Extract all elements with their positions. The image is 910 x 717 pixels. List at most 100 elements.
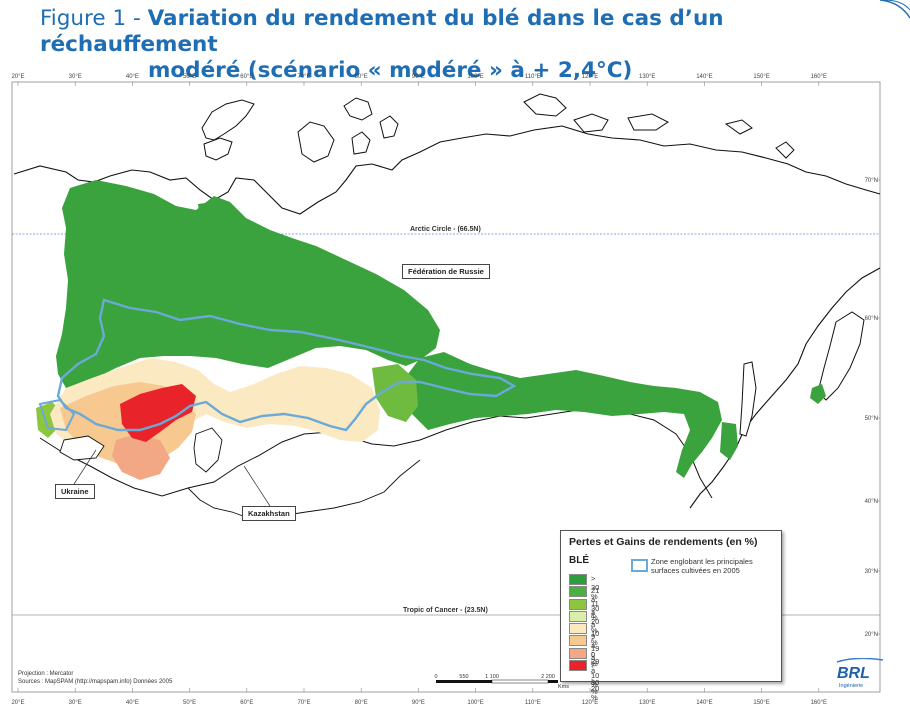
north-coastline: [13, 125, 881, 215]
longitude-tick-label: 20°E: [11, 700, 24, 706]
legend-swatch: [569, 647, 587, 659]
longitude-tick-label: 160°E: [811, 700, 827, 706]
scale-bar: 0 550 1 100 2 200 Kms: [434, 674, 569, 690]
longitude-tick-label: 50°E: [183, 700, 196, 706]
longitude-tick-label: 110°E: [525, 700, 541, 706]
longitude-tick-label: 30°E: [69, 700, 82, 706]
arctic-circle-label: Arctic Circle - (66.5N): [410, 226, 481, 233]
ukraine-label: Ukraine: [55, 484, 95, 499]
legend-swatch: [569, 586, 587, 598]
gain-zone-far-east: [720, 422, 738, 460]
scale-tick-1100: 1 100: [485, 674, 499, 680]
longitude-tick-label: 110°E: [525, 74, 541, 80]
legend-label: 21 à 30 %: [591, 586, 600, 623]
loss-zone-20-29: [112, 434, 170, 480]
kazakhstan-leader: [243, 465, 271, 507]
legend-swatch: [569, 635, 587, 647]
gain-zone-kamchatka: [810, 384, 826, 404]
longitude-tick-label: 130°E: [639, 74, 655, 80]
figure-title-line1: Variation du rendement du blé dans le ca…: [40, 6, 724, 57]
longitude-tick-label: 80°E: [355, 74, 368, 80]
longitude-ticks-bottom: 20°E 30°E 40°E 50°E 60°E 70°E 80°E 90°E 100°E 110…: [11, 688, 827, 706]
legend-swatch: [569, 610, 587, 622]
longitude-tick-label: 130°E: [639, 700, 655, 706]
latitude-tick-label: 20°N: [865, 632, 878, 638]
ukraine-leader: [73, 449, 97, 485]
longitude-tick-label: 100°E: [467, 74, 483, 80]
legend-swatch: [569, 574, 587, 585]
latitude-tick-label: 50°N: [865, 416, 878, 422]
legend-swatch: [569, 598, 587, 610]
latitude-ticks-right: 70°N 60°N 50°N 40°N 30°N 20°N: [865, 178, 880, 638]
legend-label: - 29 à - 20 %: [591, 647, 600, 702]
legend-title: Pertes et Gains de rendements (en %): [569, 536, 758, 548]
brl-logo: BRL Ingénierie: [836, 658, 884, 689]
legend-label: - 9 à 0 %: [591, 623, 598, 669]
legend-zone-label: Zone englobant les principales surfaces …: [651, 557, 753, 575]
legend-label: 11 à 20 %: [591, 598, 600, 635]
corner-ribbon-icon: [880, 0, 910, 19]
scale-unit: Kms: [558, 684, 569, 690]
longitude-tick-label: 70°E: [297, 74, 310, 80]
longitude-tick-label: 50°E: [183, 74, 196, 80]
longitude-tick-label: 150°E: [753, 700, 769, 706]
east-coastline: [689, 267, 881, 509]
caspian-sea: [193, 427, 223, 473]
legend-label: < - 30 %: [591, 660, 600, 697]
longitude-tick-label: 40°E: [126, 74, 139, 80]
tropic-of-cancer-label: Tropic of Cancer - (23.5N): [403, 607, 488, 614]
longitude-tick-label: 140°E: [696, 700, 712, 706]
longitude-tick-label: 20°E: [11, 74, 24, 80]
gain-zone-west: [56, 180, 440, 388]
latitude-tick-label: 70°N: [865, 178, 878, 184]
latitude-tick-label: 30°N: [865, 569, 878, 575]
legend-label: - 19 à - 10 %: [591, 635, 600, 690]
longitude-tick-label: 40°E: [126, 700, 139, 706]
cultivated-zone-outline: [56, 298, 517, 432]
russia-label: Fédération de Russie: [402, 264, 490, 279]
kazakhstan-label: Kazakhstan: [242, 506, 296, 521]
figure-label: Figure 1 -: [40, 6, 148, 31]
sakhalin: [739, 361, 757, 437]
loss-zone-over-30: [120, 384, 196, 442]
longitude-tick-label: 160°E: [811, 74, 827, 80]
projection-note: Projection : Mercator: [18, 671, 73, 677]
kamchatka: [817, 311, 865, 401]
legend: Pertes et Gains de rendements (en %) BLÉ…: [560, 530, 782, 702]
figure-title: Figure 1 - Variation du rendement du blé…: [40, 6, 900, 84]
longitude-ticks-top: 20°E 30°E 40°E 50°E 60°E 70°E 80°E 90°E 100°E 110…: [11, 74, 827, 86]
legend-swatch: [569, 623, 587, 635]
longitude-tick-label: 120°E: [582, 74, 598, 80]
longitude-tick-label: 90°E: [412, 700, 425, 706]
longitude-tick-label: 60°E: [240, 700, 253, 706]
gain-zone-north: [198, 202, 240, 234]
logo-text: BRL: [837, 665, 870, 682]
arctic-islands: [201, 93, 795, 163]
gain-zone-light-2: [372, 364, 418, 422]
scale-tick-2200: 2 200: [541, 674, 555, 680]
legend-label: > 30 %: [591, 574, 600, 601]
latitude-tick-label: 60°N: [865, 316, 878, 322]
logo-swoosh-icon: [836, 658, 884, 663]
longitude-tick-label: 150°E: [753, 74, 769, 80]
southern-border: [39, 407, 713, 499]
latitude-tick-label: 40°N: [865, 499, 878, 505]
longitude-tick-label: 140°E: [696, 74, 712, 80]
gain-zone-east: [406, 352, 722, 478]
longitude-tick-label: 70°E: [297, 700, 310, 706]
logo-subtext: Ingénierie: [839, 683, 863, 689]
cultivated-zone-outline-west: [38, 398, 76, 432]
scale-tick-550: 550: [459, 674, 468, 680]
legend-label: 1 à 10 %: [591, 610, 600, 647]
scale-tick-0: 0: [434, 674, 437, 680]
longitude-tick-label: 100°E: [467, 700, 483, 706]
legend-swatch: [569, 660, 587, 672]
legend-crop: BLÉ: [569, 555, 589, 566]
longitude-tick-label: 80°E: [355, 700, 368, 706]
legend-zone-swatch: [631, 559, 648, 572]
longitude-tick-label: 60°E: [240, 74, 253, 80]
longitude-tick-label: 120°E: [582, 700, 598, 706]
longitude-tick-label: 30°E: [69, 74, 82, 80]
longitude-tick-label: 90°E: [412, 74, 425, 80]
sources-note: Sources : MapSPAM (http://mapspam.info) …: [18, 679, 173, 685]
